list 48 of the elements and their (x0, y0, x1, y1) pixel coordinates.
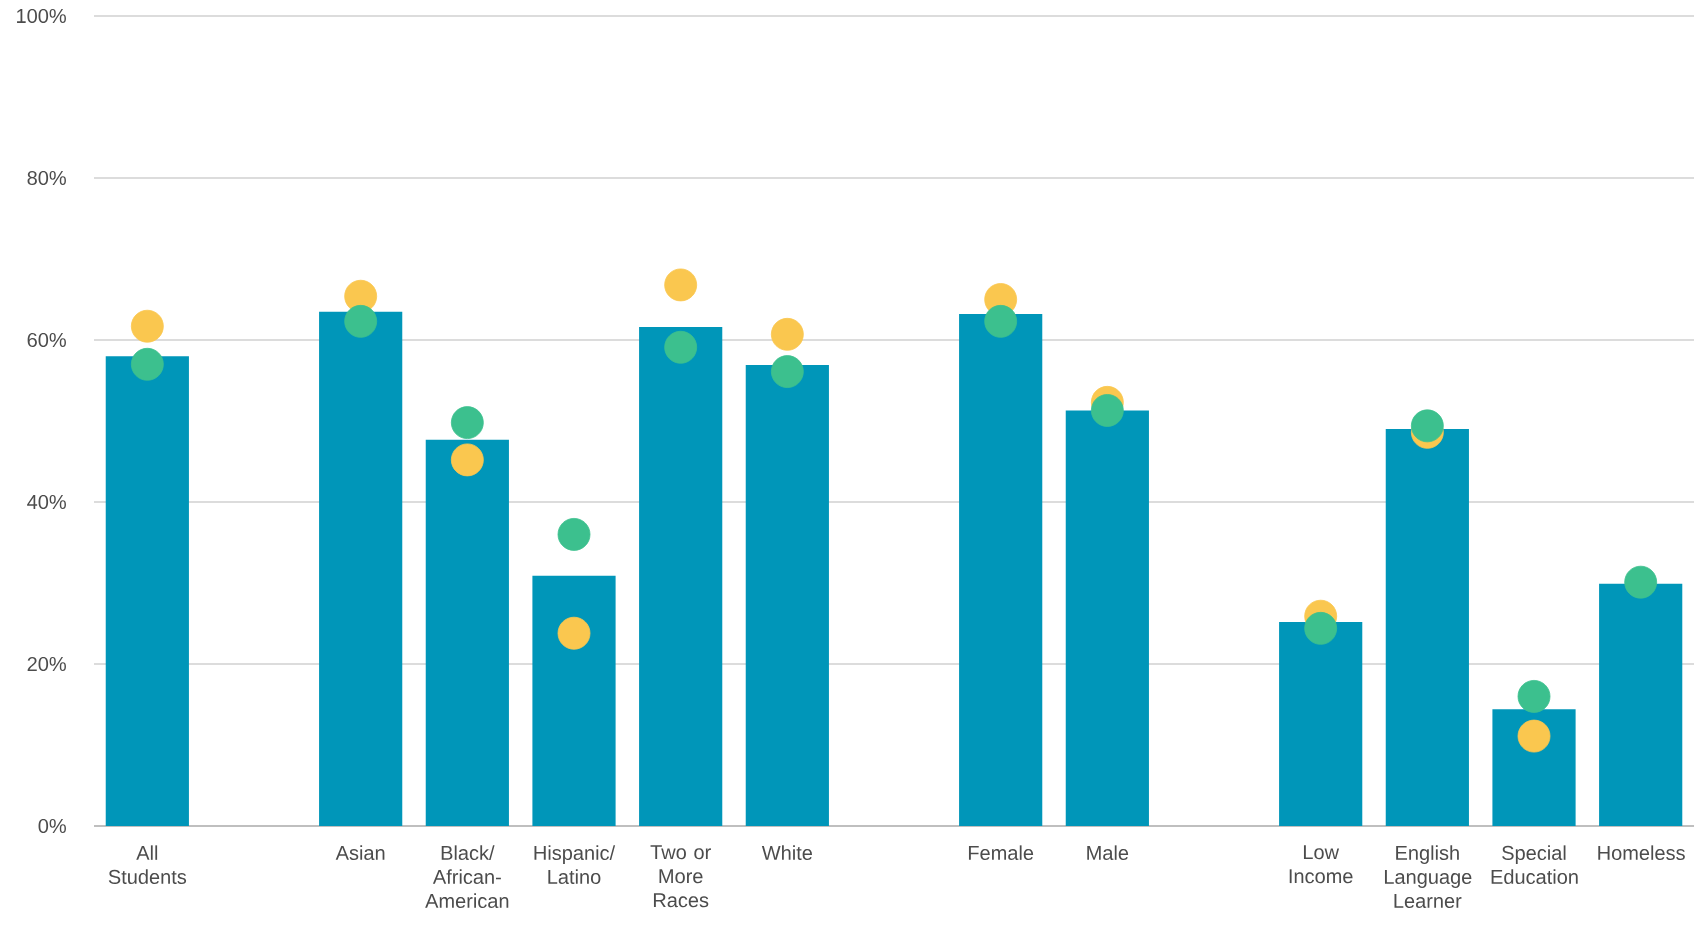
bar (425, 439, 509, 826)
bar (532, 575, 616, 826)
y-tick-label: 100% (17, 8, 66, 24)
point (344, 304, 378, 338)
point (130, 309, 164, 343)
x-tick-label: Black/African-American (425, 845, 509, 909)
point (1410, 409, 1444, 443)
x-tick-label: Asian (335, 845, 385, 861)
point (770, 317, 804, 351)
y-tick-label: 60% (27, 332, 66, 348)
point (450, 406, 484, 440)
x-tick-label: Male (1087, 845, 1129, 861)
x-tick-label: Two or More Races (650, 845, 711, 908)
bar (1385, 429, 1469, 826)
bar (745, 365, 829, 826)
point (984, 304, 1018, 338)
point (664, 330, 698, 364)
point (130, 347, 164, 381)
x-tick-label: English Language Learner (1384, 845, 1472, 909)
x-tick-label: Female (968, 845, 1034, 861)
x-tick-label: Hispanic/Latino (534, 845, 616, 885)
point (557, 616, 591, 650)
y-tick-label: 40% (27, 494, 66, 510)
bar (1599, 583, 1683, 826)
point (770, 355, 804, 388)
x-tick-label: All Students (108, 845, 187, 885)
point (450, 443, 484, 477)
bar (1065, 410, 1149, 826)
point (1090, 394, 1124, 427)
bar (319, 311, 403, 826)
point (664, 268, 698, 302)
x-tick-label: Special Education (1491, 845, 1578, 885)
bar (959, 314, 1043, 826)
x-tick-label: Homeless (1598, 845, 1685, 861)
point (1517, 719, 1551, 753)
point (1304, 611, 1338, 645)
y-tick-label: 20% (27, 656, 66, 672)
y-tick-label: 80% (27, 170, 66, 186)
bar (105, 356, 189, 826)
y-tick-label: 0% (38, 818, 66, 834)
point (557, 518, 591, 551)
bar (1492, 709, 1576, 826)
x-tick-label: Low Income (1289, 845, 1353, 884)
point (1624, 565, 1658, 599)
bar (1279, 621, 1363, 826)
bar (639, 327, 723, 826)
point (1517, 680, 1551, 713)
x-tick-label: White (761, 845, 812, 861)
